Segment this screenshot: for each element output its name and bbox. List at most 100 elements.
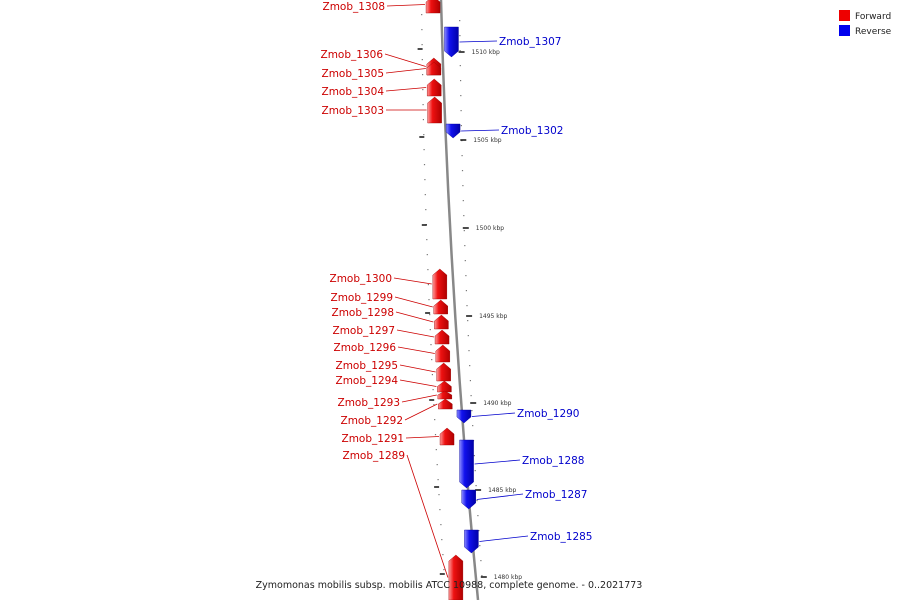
- gene-arrow-zmob-1290[interactable]: [456, 409, 472, 424]
- tick-label: 1495 kbp: [479, 313, 507, 320]
- gene-arrow-zmob-1296[interactable]: [435, 344, 451, 363]
- tick-label: 1510 kbp: [472, 49, 500, 56]
- gene-arrow-zmob-1299[interactable]: [433, 299, 448, 315]
- gene-leader-line: [401, 394, 437, 403]
- scale-dot: [433, 404, 435, 406]
- scale-dot: [431, 359, 433, 361]
- gene-arrow-zmob-1305[interactable]: [426, 61, 442, 76]
- gene-label-zmob-1294[interactable]: Zmob_1294: [336, 375, 399, 387]
- gene-label-zmob-1307[interactable]: Zmob_1307: [499, 36, 561, 48]
- gene-arrow-zmob-1298[interactable]: [434, 314, 449, 330]
- gene-leader-line: [399, 379, 437, 387]
- gene-label-zmob-1292[interactable]: Zmob_1292: [341, 415, 403, 427]
- gene-label-zmob-1305[interactable]: Zmob_1305: [322, 68, 384, 80]
- gene-label-zmob-1289[interactable]: Zmob_1289: [343, 450, 405, 462]
- gene-arrow-zmob-1295[interactable]: [436, 362, 451, 382]
- scale-dot: [422, 119, 424, 121]
- gene-arrow-zmob-1293[interactable]: [437, 390, 453, 400]
- scale-dot: [477, 515, 479, 517]
- scale-dot: [439, 509, 441, 511]
- scale-dot: [468, 350, 470, 352]
- legend-reverse-label: Reverse: [855, 27, 892, 37]
- gene-arrow-zmob-1307[interactable]: [444, 26, 459, 58]
- gene-leader-line: [405, 436, 440, 439]
- gene-label-zmob-1290[interactable]: Zmob_1290: [517, 408, 579, 420]
- gene-leader-line: [479, 535, 529, 542]
- scale-dot: [470, 395, 472, 397]
- scale-dot: [438, 494, 440, 496]
- scale-dot: [436, 464, 438, 466]
- scale-dot: [462, 185, 464, 187]
- scale-dot: [428, 299, 430, 301]
- gene-label-zmob-1308[interactable]: Zmob_1308: [323, 1, 385, 13]
- gene-leader-line: [396, 329, 435, 338]
- scale-dot: [437, 479, 439, 481]
- gene-label-zmob-1302[interactable]: Zmob_1302: [501, 125, 563, 137]
- gene-label-zmob-1299[interactable]: Zmob_1299: [331, 292, 393, 304]
- scale-dot: [424, 194, 426, 196]
- scale-dot: [426, 239, 428, 241]
- scale-dot: [467, 335, 469, 337]
- gene-leader-line: [393, 277, 432, 285]
- gene-label-zmob-1306[interactable]: Zmob_1306: [321, 49, 384, 61]
- gene-arrow-zmob-1304[interactable]: [426, 78, 442, 97]
- gene-label-zmob-1304[interactable]: Zmob_1304: [322, 86, 385, 98]
- gene-label-zmob-1300[interactable]: Zmob_1300: [330, 273, 392, 285]
- strand-legend: Forward Reverse: [839, 10, 892, 37]
- gene-arrow-zmob-1308[interactable]: [425, 0, 441, 14]
- tick-label: 1490 kbp: [483, 400, 511, 407]
- gene-arrow-zmob-1297[interactable]: [434, 329, 450, 345]
- gene-leader-line: [399, 364, 436, 373]
- scale-dot: [479, 545, 481, 547]
- gene-arrow-zmob-1288[interactable]: [459, 439, 474, 489]
- scale-dot: [465, 275, 467, 277]
- gene-leader-line: [394, 296, 433, 308]
- tick-label: 1500 kbp: [476, 225, 504, 232]
- gene-label-zmob-1291[interactable]: Zmob_1291: [342, 433, 404, 445]
- gene-leader-line: [385, 87, 427, 92]
- tick-label: 1505 kbp: [473, 137, 501, 144]
- gene-label-zmob-1297[interactable]: Zmob_1297: [333, 325, 395, 337]
- gene-label-zmob-1288[interactable]: Zmob_1288: [522, 455, 584, 467]
- gene-label-zmob-1303[interactable]: Zmob_1303: [322, 105, 384, 117]
- gene-leader-line: [474, 459, 521, 465]
- gene-label-zmob-1285[interactable]: Zmob_1285: [530, 531, 592, 543]
- scale-dot: [423, 164, 426, 166]
- gene-arrow-zmob-1289[interactable]: [448, 554, 464, 600]
- scale-dot: [459, 35, 461, 37]
- scale-dot: [421, 14, 423, 16]
- scale-dot: [427, 269, 429, 271]
- tick-label: 1485 kbp: [488, 487, 516, 494]
- gene-arrow-zmob-1291[interactable]: [439, 427, 455, 446]
- gene-arrow-zmob-1292[interactable]: [438, 398, 453, 410]
- gene-leader-line: [404, 403, 438, 421]
- scale-dot: [462, 200, 464, 202]
- gene-arrow-zmob-1285[interactable]: [464, 529, 479, 554]
- gene-leader-line: [461, 129, 500, 132]
- gene-arrow-zmob-1300[interactable]: [432, 268, 448, 300]
- gene-label-zmob-1293[interactable]: Zmob_1293: [338, 397, 400, 409]
- gene-label-zmob-1287[interactable]: Zmob_1287: [525, 489, 587, 501]
- scale-dot: [424, 179, 426, 181]
- gene-arrow-zmob-1294[interactable]: [437, 380, 452, 393]
- scale-dot: [423, 149, 425, 151]
- gene-arrow-zmob-1302[interactable]: [445, 123, 461, 139]
- scale-dot: [435, 449, 437, 451]
- scale-dot: [460, 110, 462, 112]
- scale-dot: [464, 260, 466, 262]
- gene-arrow-zmob-1303[interactable]: [427, 96, 442, 124]
- scale-dot: [463, 230, 465, 232]
- scale-dot: [430, 344, 432, 346]
- scale-dot: [459, 65, 461, 67]
- scale-dot: [469, 380, 471, 382]
- gene-label-zmob-1295[interactable]: Zmob_1295: [336, 360, 398, 372]
- gene-label-zmob-1298[interactable]: Zmob_1298: [332, 307, 394, 319]
- scale-dot: [461, 170, 464, 172]
- genome-caption: Zymomonas mobilis subsp. mobilis ATCC 10…: [256, 580, 643, 591]
- scale-dot: [480, 560, 482, 562]
- scale-dot: [421, 44, 423, 46]
- gene-label-zmob-1296[interactable]: Zmob_1296: [334, 342, 397, 354]
- gene-arrow-zmob-1287[interactable]: [461, 489, 476, 510]
